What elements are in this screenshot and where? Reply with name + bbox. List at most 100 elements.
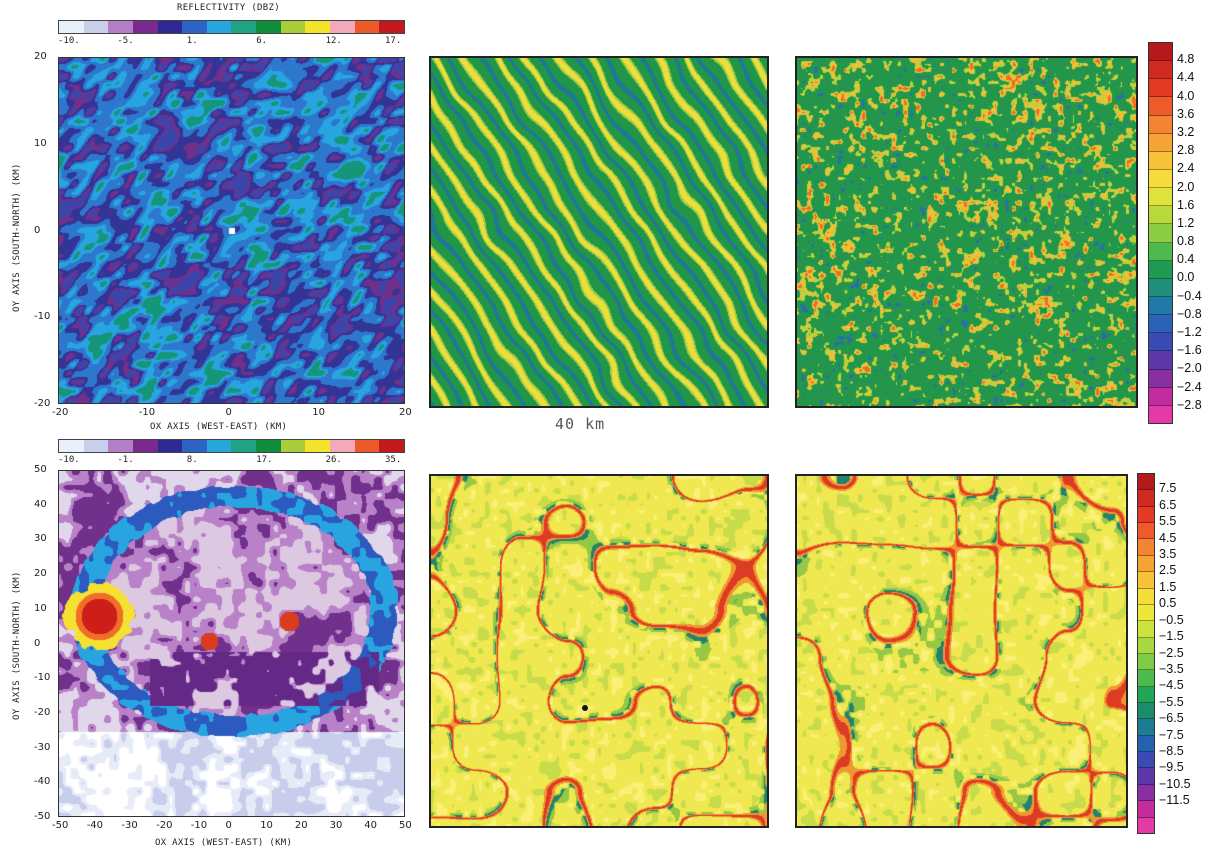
colorbar-label: −4.5 [1159,678,1184,693]
colorbar-swatch [379,21,404,33]
top-left-y-axis-label: OY AXIS (SOUTH-NORTH) (KM) [12,163,22,312]
y-tick-label: 0 [34,224,41,236]
top-colorbar [1148,42,1173,424]
colorbar-swatch [1138,637,1154,654]
y-tick-label: 20 [34,568,47,580]
colorbar-swatch [1149,188,1172,207]
colorbar-label: −0.8 [1177,306,1202,321]
x-tick-label: 20 [399,407,412,418]
colorbar-label: −0.4 [1177,288,1202,303]
x-tick-label: -50 [52,820,69,831]
colorbar-swatch [280,440,306,452]
x-tick-label: 50 [399,820,412,831]
colorbar-tick-label: 6. [256,36,268,46]
colorbar-tick-label: -10. [58,455,80,465]
y-tick-label: -30 [34,741,51,753]
x-tick-label: -20 [52,407,69,418]
colorbar-label: −2.4 [1177,379,1202,394]
colorbar-swatch [1149,351,1172,370]
colorbar-label: 4.0 [1177,88,1195,103]
colorbar-label: 3.6 [1177,106,1195,121]
bottom-left-reflectivity-plot [58,470,405,817]
colorbar-swatch [256,21,281,33]
colorbar-swatch [256,440,281,452]
colorbar-label: −2.8 [1177,397,1202,412]
y-tick-label: 20 [34,51,47,62]
colorbar-label: 1.5 [1159,579,1177,594]
colorbar-tick-label: 12. [325,36,342,46]
colorbar-label: 2.5 [1159,563,1177,578]
colorbar-swatch [108,440,133,452]
x-tick-label: 20 [294,820,308,831]
colorbar-swatch [354,21,380,33]
x-tick-label: 10 [260,820,273,831]
colorbar-swatch [1138,670,1154,687]
x-tick-label: -10 [138,407,156,418]
colorbar-swatch [1138,784,1154,802]
colorbar-swatch [1149,387,1172,406]
x-tick-label: -40 [86,820,104,831]
colorbar-label: −6.5 [1159,711,1184,726]
colorbar-swatch [1138,768,1154,785]
y-tick-label: 50 [34,464,47,475]
colorbar-label: −8.5 [1159,743,1184,758]
colorbar-swatch [305,440,331,452]
colorbar-swatch [1149,260,1172,279]
x-tick-label: -30 [121,820,138,831]
colorbar-label: −11.5 [1159,793,1190,808]
colorbar-swatch [1138,817,1154,833]
colorbar-swatch [1138,621,1154,638]
colorbar-swatch [1138,506,1154,524]
colorbar-swatch [206,440,232,452]
colorbar-tick-label: -10. [58,36,80,46]
colorbar-label: −9.5 [1159,760,1184,775]
y-tick-label: -20 [34,706,51,718]
colorbar-swatch [330,21,355,33]
colorbar-swatch [83,440,109,452]
colorbar-swatch [59,440,84,452]
y-tick-label: -50 [34,811,51,822]
colorbar-swatch [1138,801,1154,818]
colorbar-swatch [1138,703,1154,720]
colorbar-swatch [1138,719,1154,736]
colorbar-swatch [379,440,404,452]
colorbar-tick-label: 35. [385,455,402,465]
y-tick-label: 0 [34,637,41,649]
colorbar-label: −10.5 [1159,776,1191,791]
colorbar-tick-label: 1. [186,36,198,46]
colorbar-label: 2.4 [1177,161,1195,176]
colorbar-swatch [1149,405,1172,423]
colorbar-swatch [1149,79,1172,98]
colorbar-swatch [330,440,355,452]
colorbar-label: −1.2 [1177,325,1202,340]
colorbar-label: 7.5 [1159,481,1177,496]
top-left-x-axis-label: OX AXIS (WEST-EAST) (KM) [150,422,288,432]
y-tick-label: 40 [34,498,47,510]
colorbar-swatch [1149,206,1172,225]
top-right-field-panel [795,56,1138,408]
colorbar-label: −2.0 [1177,361,1202,376]
colorbar-swatch [1149,43,1172,62]
colorbar-tick-label: 26. [325,455,342,465]
y-tick-label: 10 [34,137,47,149]
colorbar-swatch [1138,653,1154,671]
y-tick-label: 30 [34,533,47,545]
colorbar-swatch [1138,588,1154,605]
colorbar-label: 4.8 [1177,52,1195,67]
colorbar-label: 2.8 [1177,143,1195,158]
colorbar-label: −5.5 [1159,694,1184,709]
x-tick-label: -20 [156,820,173,831]
colorbar-swatch [1149,97,1172,116]
bottom-colorbar [1137,473,1155,834]
colorbar-label: 1.2 [1177,215,1195,230]
colorbar-swatch [1149,115,1172,134]
colorbar-swatch [231,21,257,33]
colorbar-label: 0.5 [1159,596,1177,611]
x-tick-label: 40 [364,820,378,831]
colorbar-label: −1.6 [1177,343,1202,358]
colorbar-swatch [182,21,207,33]
colorbar-label: 3.5 [1159,547,1177,562]
station-marker-icon [582,705,588,711]
y-tick-label: -10 [34,311,51,323]
colorbar-swatch [1149,61,1172,80]
